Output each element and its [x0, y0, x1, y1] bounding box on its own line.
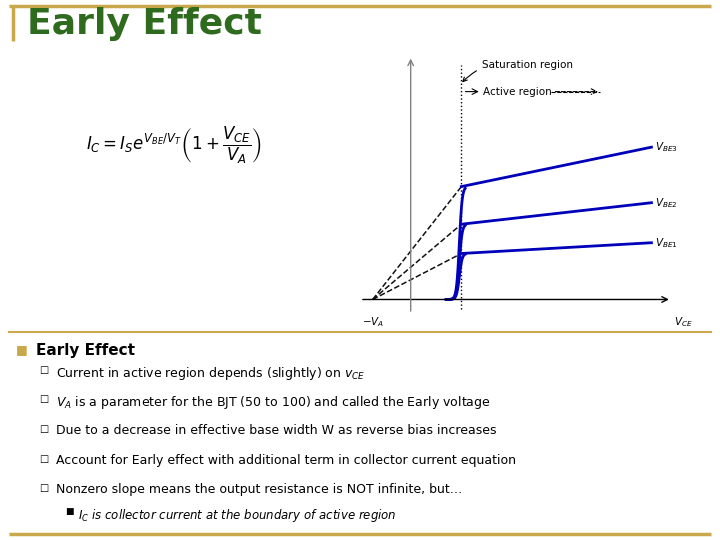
Text: Saturation region: Saturation region — [463, 60, 572, 82]
Text: $V_{BE2}$: $V_{BE2}$ — [655, 196, 678, 210]
Text: □: □ — [40, 394, 49, 404]
Text: Due to a decrease in effective base width W as reverse bias increases: Due to a decrease in effective base widt… — [56, 424, 497, 437]
Text: $I_C$ is collector current at the boundary of active region: $I_C$ is collector current at the bounda… — [78, 507, 397, 523]
Text: Early Effect: Early Effect — [36, 343, 135, 358]
Text: $I_C = I_S e^{V_{BE}/V_T} \left(1 + \dfrac{V_{CE}}{V_A}\right)$: $I_C = I_S e^{V_{BE}/V_T} \left(1 + \dfr… — [86, 125, 262, 166]
Text: $V_{CE}$: $V_{CE}$ — [674, 315, 693, 329]
Text: $V_A$ is a parameter for the BJT (50 to 100) and called the Early voltage: $V_A$ is a parameter for the BJT (50 to … — [56, 394, 491, 411]
Text: $V_{BE3}$: $V_{BE3}$ — [655, 140, 678, 154]
Text: □: □ — [40, 364, 49, 375]
Text: □: □ — [40, 483, 49, 494]
Text: ■: ■ — [16, 343, 27, 356]
Text: $V_{BE1}$: $V_{BE1}$ — [655, 236, 678, 249]
Text: ■: ■ — [65, 507, 73, 516]
Text: Early Effect: Early Effect — [27, 8, 262, 41]
Text: □: □ — [40, 424, 49, 434]
Text: Account for Early effect with additional term in collector current equation: Account for Early effect with additional… — [56, 454, 516, 467]
Text: Nonzero slope means the output resistance is NOT infinite, but…: Nonzero slope means the output resistanc… — [56, 483, 462, 496]
Text: □: □ — [40, 454, 49, 464]
Text: $-V_A$: $-V_A$ — [361, 315, 384, 329]
Text: Current in active region depends (slightly) on $v_{CE}$: Current in active region depends (slight… — [56, 364, 366, 381]
Text: Active region: Active region — [483, 86, 552, 97]
